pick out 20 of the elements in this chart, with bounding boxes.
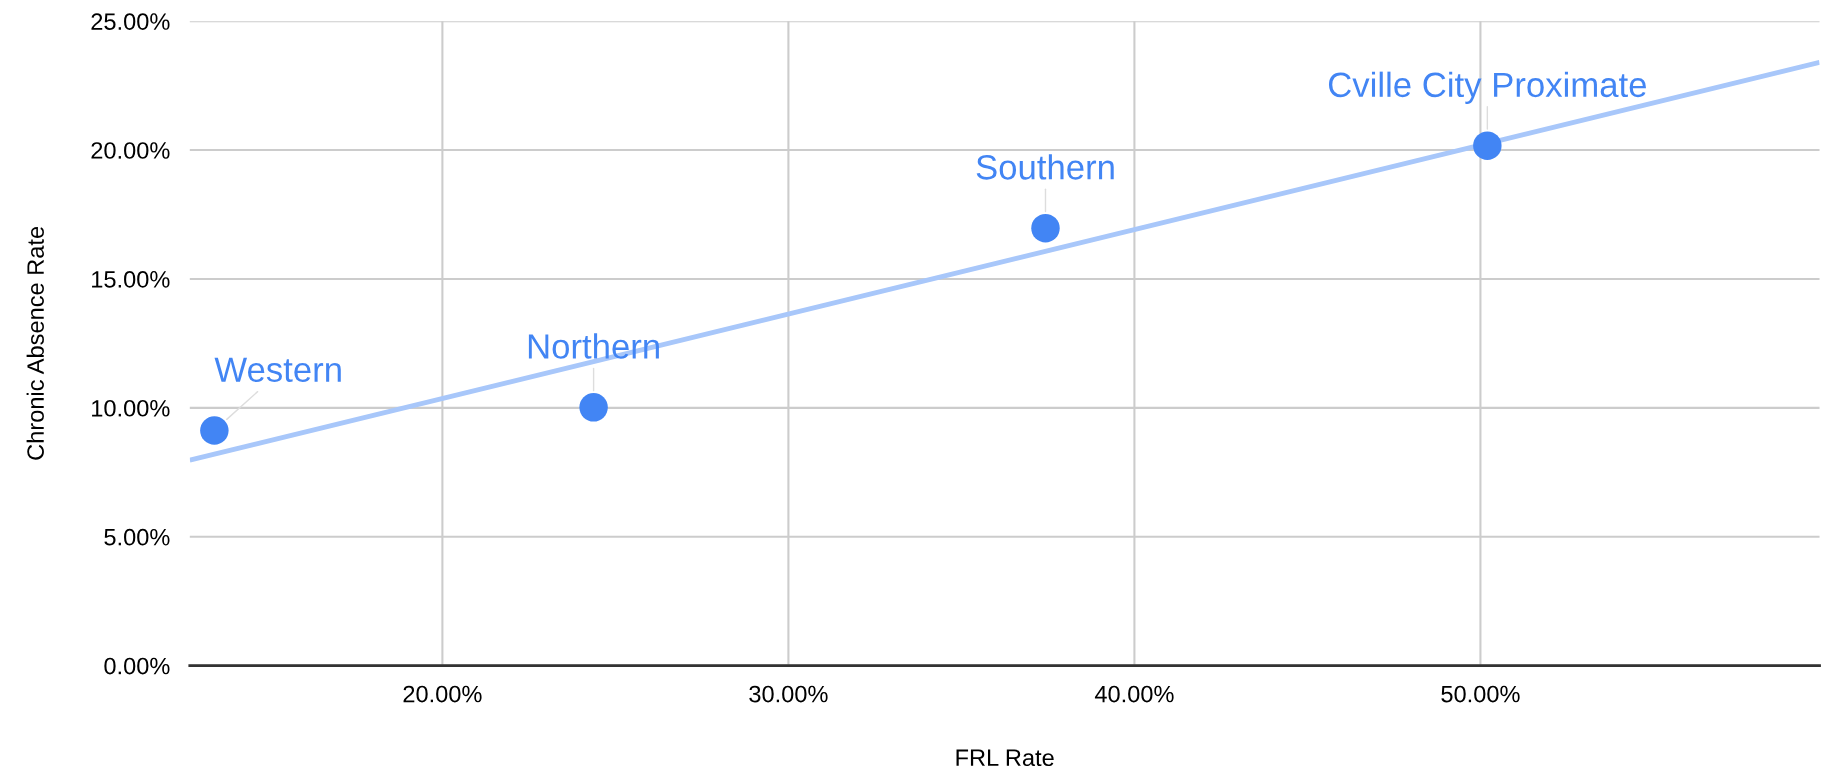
x-tick-label: 20.00% bbox=[403, 685, 482, 703]
x-axis-title: FRL Rate bbox=[956, 749, 1054, 767]
y-tick-label: 5.00% bbox=[104, 528, 170, 546]
point bbox=[1031, 213, 1060, 243]
annotation: Southern bbox=[976, 154, 1114, 180]
y-axis-title: Chronic Absence Rate bbox=[26, 226, 44, 460]
point bbox=[1473, 131, 1502, 160]
point bbox=[200, 416, 229, 445]
y-tick-label: 0.00% bbox=[104, 657, 170, 675]
x-tick-label: 50.00% bbox=[1441, 685, 1520, 703]
point bbox=[579, 393, 608, 422]
y-tick-label: 15.00% bbox=[92, 271, 170, 288]
x-tick-label: 30.00% bbox=[749, 685, 828, 703]
annotation: Cville City Proximate bbox=[1328, 71, 1646, 105]
annotation: Western bbox=[214, 357, 341, 382]
y-tick-label: 20.00% bbox=[91, 142, 170, 159]
x-tick-label: 40.00% bbox=[1094, 685, 1174, 703]
annotation: Northern bbox=[528, 333, 659, 359]
y-tick-label: 25.00% bbox=[91, 13, 170, 30]
y-tick-label: 10.00% bbox=[92, 399, 170, 417]
